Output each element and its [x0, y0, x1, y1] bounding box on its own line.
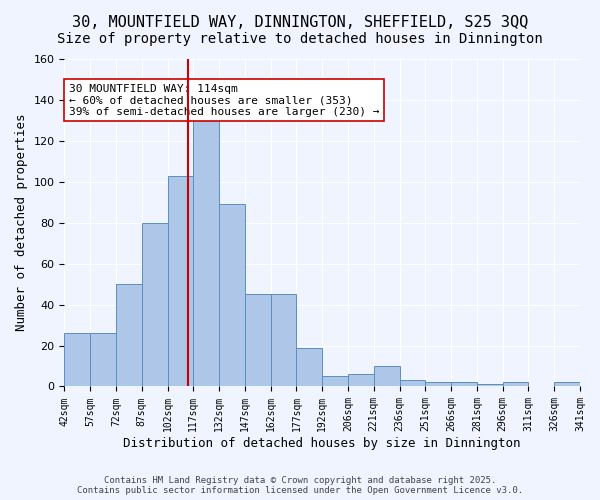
Bar [193, 112, 219, 386]
Text: 30 MOUNTFIELD WAY: 114sqm
← 60% of detached houses are smaller (353)
39% of semi: 30 MOUNTFIELD WAY: 114sqm ← 60% of detac… [68, 84, 379, 117]
Bar [296, 348, 322, 387]
Bar [271, 294, 296, 386]
Text: Size of property relative to detached houses in Dinnington: Size of property relative to detached ho… [57, 32, 543, 46]
Bar [554, 382, 580, 386]
Bar [90, 334, 116, 386]
Bar [425, 382, 451, 386]
Bar [374, 366, 400, 386]
Bar [322, 376, 348, 386]
Bar [167, 176, 193, 386]
Bar [219, 204, 245, 386]
Bar [477, 384, 503, 386]
Text: 30, MOUNTFIELD WAY, DINNINGTON, SHEFFIELD, S25 3QQ: 30, MOUNTFIELD WAY, DINNINGTON, SHEFFIEL… [72, 15, 528, 30]
Bar [142, 222, 167, 386]
X-axis label: Distribution of detached houses by size in Dinnington: Distribution of detached houses by size … [124, 437, 521, 450]
Bar [64, 334, 90, 386]
Text: Contains HM Land Registry data © Crown copyright and database right 2025.
Contai: Contains HM Land Registry data © Crown c… [77, 476, 523, 495]
Y-axis label: Number of detached properties: Number of detached properties [15, 114, 28, 332]
Bar [400, 380, 425, 386]
Bar [451, 382, 477, 386]
Bar [245, 294, 271, 386]
Bar [503, 382, 529, 386]
Bar [348, 374, 374, 386]
Bar [116, 284, 142, 386]
